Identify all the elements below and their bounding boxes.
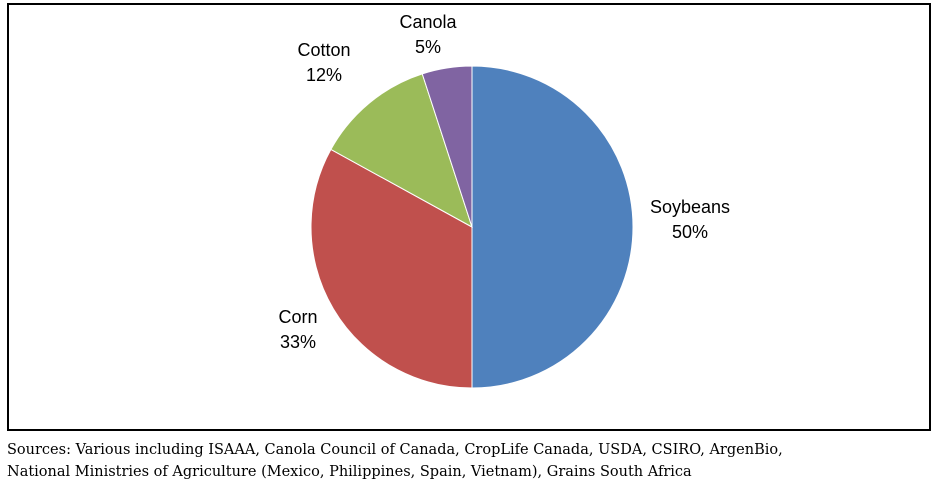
pie-slice-canola bbox=[421, 65, 473, 228]
slice-label-canola: Canola bbox=[399, 12, 457, 32]
sources-line-1: Sources: Various including ISAAA, Canola… bbox=[7, 442, 783, 458]
pie-slice-soybeans bbox=[471, 65, 634, 389]
sources-note: Sources: Various including ISAAA, Canola… bbox=[7, 439, 937, 483]
chart-frame: Soybeans 50% Corn 33% Cotton 12% Canola 5% bbox=[7, 3, 931, 431]
slice-value-canola: 5% bbox=[415, 37, 441, 57]
slice-value-corn: 33% bbox=[280, 332, 316, 352]
slice-value-cotton: 12% bbox=[306, 65, 342, 85]
pie-slice-corn bbox=[310, 148, 473, 389]
slice-label-corn: Corn bbox=[278, 307, 317, 327]
sources-line-2: National Ministries of Agriculture (Mexi… bbox=[7, 464, 692, 480]
pie-slice-cotton bbox=[330, 73, 473, 229]
slice-label-cotton: Cotton bbox=[297, 40, 350, 60]
slice-value-soybeans: 50% bbox=[672, 222, 708, 242]
pie-chart: Soybeans 50% Corn 33% Cotton 12% Canola 5% bbox=[278, 12, 730, 389]
slice-label-soybeans: Soybeans bbox=[650, 197, 730, 217]
